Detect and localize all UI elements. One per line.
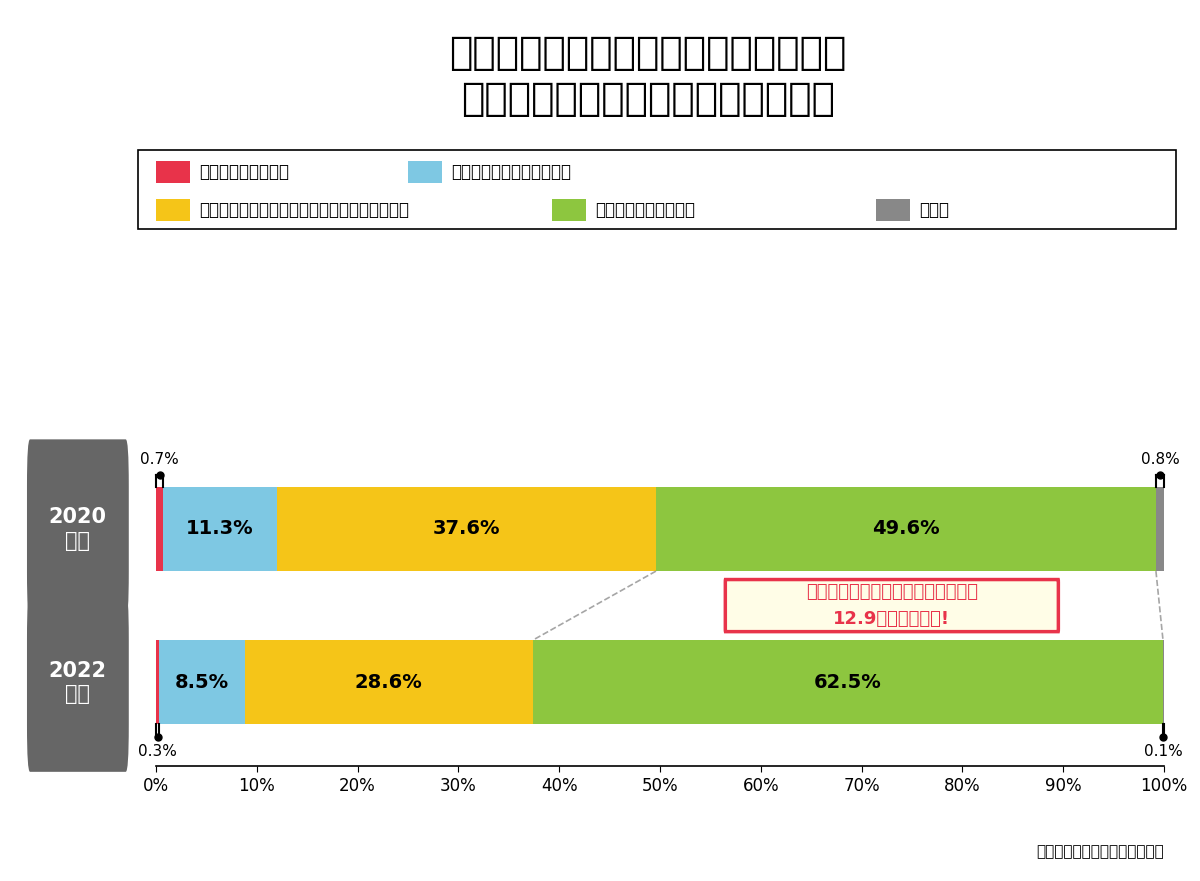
FancyBboxPatch shape <box>725 580 1058 632</box>
Text: 37.6%: 37.6% <box>433 520 500 538</box>
Text: 必要に応じてした方がよい: 必要に応じてした方がよい <box>451 163 571 181</box>
Bar <box>156 640 160 724</box>
Bar <box>1156 487 1164 571</box>
Text: 「決してすべきではない」の割合が
12.9ポイント上昇!: 「決してすべきではない」の割合が 12.9ポイント上昇! <box>806 583 978 628</box>
Text: 決してすべきではない: 決してすべきではない <box>595 201 695 218</box>
Text: 0.1%: 0.1% <box>1144 744 1183 759</box>
Text: 8.5%: 8.5% <box>175 673 229 692</box>
Text: 0.7%: 0.7% <box>140 452 179 467</box>
Text: 大いにした方がよい: 大いにした方がよい <box>199 163 289 181</box>
Text: （横浜市アンケート結果より）: （横浜市アンケート結果より） <box>1037 844 1164 859</box>
Bar <box>656 487 1156 571</box>
Text: 2022
年度: 2022 年度 <box>48 661 107 704</box>
Text: 11.3%: 11.3% <box>186 520 254 538</box>
Text: Q1: Q1 <box>38 58 94 92</box>
Text: 0.8%: 0.8% <box>1140 452 1180 467</box>
Text: 28.6%: 28.6% <box>355 673 422 692</box>
Text: 無回答: 無回答 <box>919 201 949 218</box>
Text: 他に手段がないと思ったときのみした方がよい: 他に手段がないと思ったときのみした方がよい <box>199 201 409 218</box>
Text: 2020
年度: 2020 年度 <box>48 507 107 551</box>
Bar <box>163 487 277 571</box>
FancyBboxPatch shape <box>26 593 128 772</box>
Text: 49.6%: 49.6% <box>872 520 940 538</box>
Text: しつけのために、子どもに体罰を行う: しつけのために、子どもに体罰を行う <box>449 33 847 72</box>
Bar <box>156 487 163 571</box>
Bar <box>160 640 245 724</box>
Bar <box>245 640 533 724</box>
Text: ことに対してどのように考えますか: ことに対してどのように考えますか <box>461 79 835 118</box>
Text: 62.5%: 62.5% <box>814 673 882 692</box>
Text: 0.3%: 0.3% <box>138 744 176 759</box>
Bar <box>277 487 656 571</box>
FancyBboxPatch shape <box>26 440 128 618</box>
Bar <box>533 640 1163 724</box>
